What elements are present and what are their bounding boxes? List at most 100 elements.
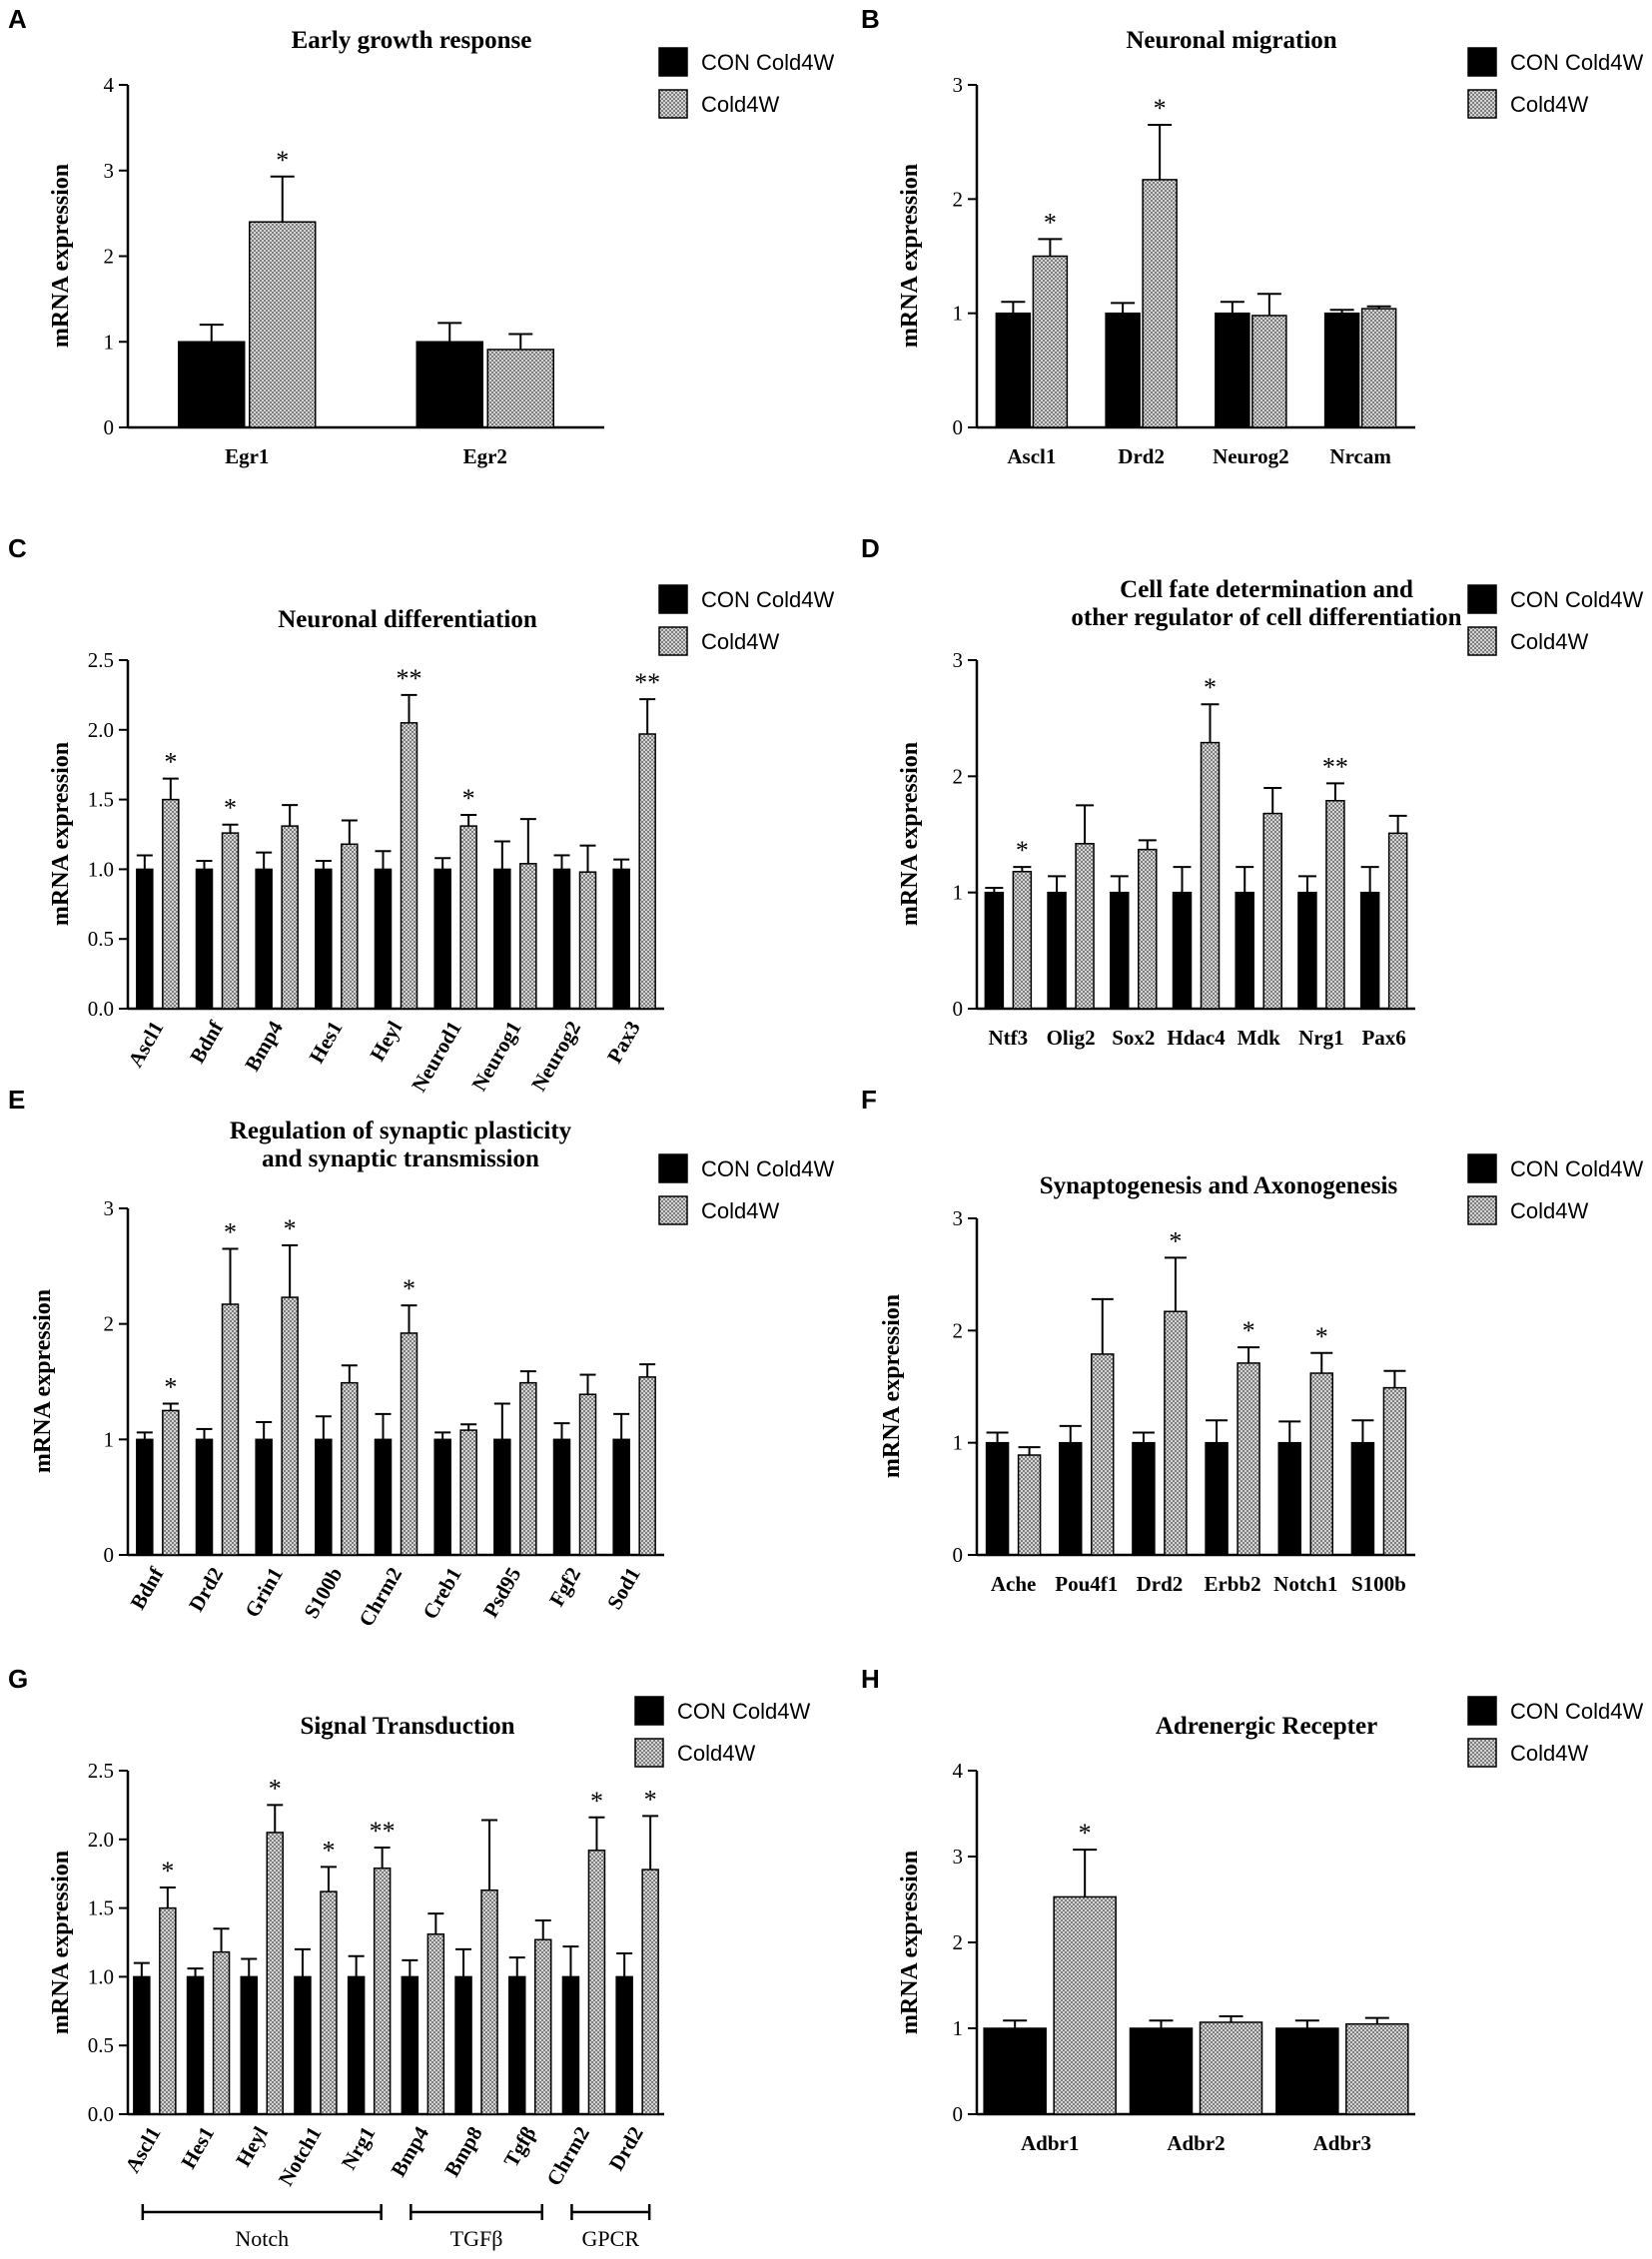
x-tick-label: Notch1 [274, 2122, 327, 2190]
bar-cold-mdk [1262, 812, 1282, 1010]
bar-control-fgf2 [552, 1438, 571, 1556]
significance-marker: * [164, 1372, 177, 1401]
panel-f: F Synaptogenesis and Axonogenesis mRNA exp… [861, 1085, 1643, 1596]
bar-cold-adbr3 [1345, 2022, 1409, 2115]
x-tick-label: Ache [991, 1572, 1037, 1596]
y-tick-label: 1.5 [88, 788, 114, 812]
bar-control-s100b [1350, 1441, 1375, 1556]
significance-marker: ** [397, 664, 422, 693]
panel-letter: G [8, 1664, 28, 1694]
y-tick-label: 0.0 [88, 2102, 114, 2126]
y-tick-label: 0.0 [88, 997, 114, 1021]
y-axis-label: mRNA expression [897, 1851, 923, 2034]
bar-control-hes1 [186, 1975, 205, 2115]
x-tick-label: Pax3 [602, 1017, 645, 1067]
x-tick-label: Neurog1 [466, 1017, 525, 1095]
x-tick-label: Olig2 [1047, 1026, 1096, 1050]
legend-label-control: CON Cold4W [701, 587, 834, 612]
y-tick-label: 0 [953, 2102, 964, 2126]
x-tick-label: Ntf3 [989, 1026, 1029, 1050]
bar-control-s100b [315, 1438, 333, 1556]
bar-cold-egr1 [249, 221, 317, 428]
x-tick-label: Nrcam [1329, 444, 1391, 468]
y-tick-label: 1 [953, 881, 964, 905]
significance-marker: * [1204, 673, 1217, 702]
y-tick-label: 1 [104, 330, 115, 354]
bar-control-notch1 [294, 1975, 312, 2115]
significance-marker: ** [370, 1817, 396, 1846]
x-tick-label: Neurog2 [526, 1017, 585, 1095]
significance-marker: * [644, 1785, 657, 1814]
x-tick-label: Drd2 [604, 2122, 648, 2174]
bar-control-heyl [240, 1975, 258, 2115]
legend-label-cold: Cold4W [701, 629, 779, 654]
x-tick-label: Neurog2 [1213, 444, 1289, 468]
bar-control-drd2 [195, 1438, 214, 1556]
bar-cold-s100b [1382, 1386, 1407, 1556]
bar-control-egr2 [415, 341, 483, 428]
y-axis-label: mRNA expression [48, 164, 74, 348]
bar-cold-notch1 [1309, 1372, 1333, 1556]
bar-control-nrg1 [1297, 891, 1317, 1010]
x-tick-label: Psd95 [478, 1563, 526, 1621]
bar-control-ascl1 [136, 868, 154, 1010]
y-tick-label: 3 [104, 159, 115, 183]
x-tick-label: Creb1 [417, 1563, 466, 1623]
legend-swatch-cold [658, 1195, 688, 1225]
x-tick-label: Bmp4 [240, 1017, 288, 1076]
legend-label-control: CON Cold4W [1510, 1699, 1643, 1724]
legend-swatch-control [658, 584, 688, 614]
bar-cold-sox2 [1138, 848, 1158, 1010]
bar-control-olig2 [1047, 891, 1067, 1010]
x-tick-label: Hdac4 [1167, 1026, 1226, 1050]
significance-marker: * [1016, 836, 1029, 865]
bar-control-ascl1 [133, 1975, 151, 2115]
legend-swatch-control [658, 1153, 688, 1183]
bar-control-neurog1 [493, 868, 511, 1010]
x-tick-label: Mdk [1238, 1026, 1281, 1050]
bar-cold-bmp4 [426, 1932, 445, 2115]
x-tick-label: Nrg1 [1298, 1026, 1344, 1050]
bar-cold-adbr2 [1199, 2021, 1263, 2115]
legend-swatch-control [634, 1696, 664, 1726]
chart-title: other regulator of cell differentiation [1071, 604, 1461, 631]
bar-control-pax3 [612, 868, 630, 1010]
bar-control-hdac4 [1172, 891, 1193, 1010]
legend-label-cold: Cold4W [701, 92, 779, 117]
bar-cold-fgf2 [578, 1393, 597, 1556]
bar-control-notch1 [1277, 1441, 1301, 1556]
bar-control-ascl1 [995, 312, 1032, 428]
group-label: Notch [235, 2226, 289, 2251]
bar-cold-hes1 [212, 1950, 231, 2115]
bar-cold-ascl1 [162, 798, 180, 1010]
bar-cold-ache [1017, 1454, 1042, 1556]
bar-cold-drd2 [641, 1869, 659, 2115]
x-tick-label: Notch1 [1273, 1572, 1337, 1596]
x-tick-label: Bmp4 [386, 2122, 433, 2181]
bar-control-nrcam [1323, 312, 1360, 428]
x-tick-label: Sox2 [1112, 1026, 1155, 1050]
panel-letter: F [861, 1085, 877, 1115]
significance-marker: * [1079, 1819, 1092, 1848]
y-tick-label: 0.5 [88, 2033, 114, 2057]
chart-title: Regulation of synaptic plasticity [230, 1118, 572, 1144]
chart-title: and synaptic transmission [262, 1145, 539, 1172]
legend-swatch-control [1467, 584, 1497, 614]
bar-cold-neurog2 [1251, 315, 1287, 428]
significance-marker: * [1044, 208, 1057, 237]
x-tick-label: Hes1 [176, 2122, 219, 2172]
bar-control-bmp4 [401, 1975, 419, 2115]
legend-swatch-cold [658, 89, 688, 119]
panel-letter: C [8, 533, 27, 563]
x-tick-label: Chrm2 [354, 1563, 407, 1631]
bar-cold-bdnf [221, 832, 240, 1010]
y-axis-label: mRNA expression [897, 164, 923, 348]
y-tick-label: 3 [953, 648, 964, 672]
bar-cold-egr2 [486, 349, 554, 428]
bar-cold-creb1 [459, 1429, 477, 1556]
significance-marker: ** [1322, 752, 1348, 781]
y-tick-label: 2 [953, 1930, 964, 1954]
significance-marker: * [590, 1787, 603, 1816]
x-tick-label: Drd2 [1118, 444, 1165, 468]
